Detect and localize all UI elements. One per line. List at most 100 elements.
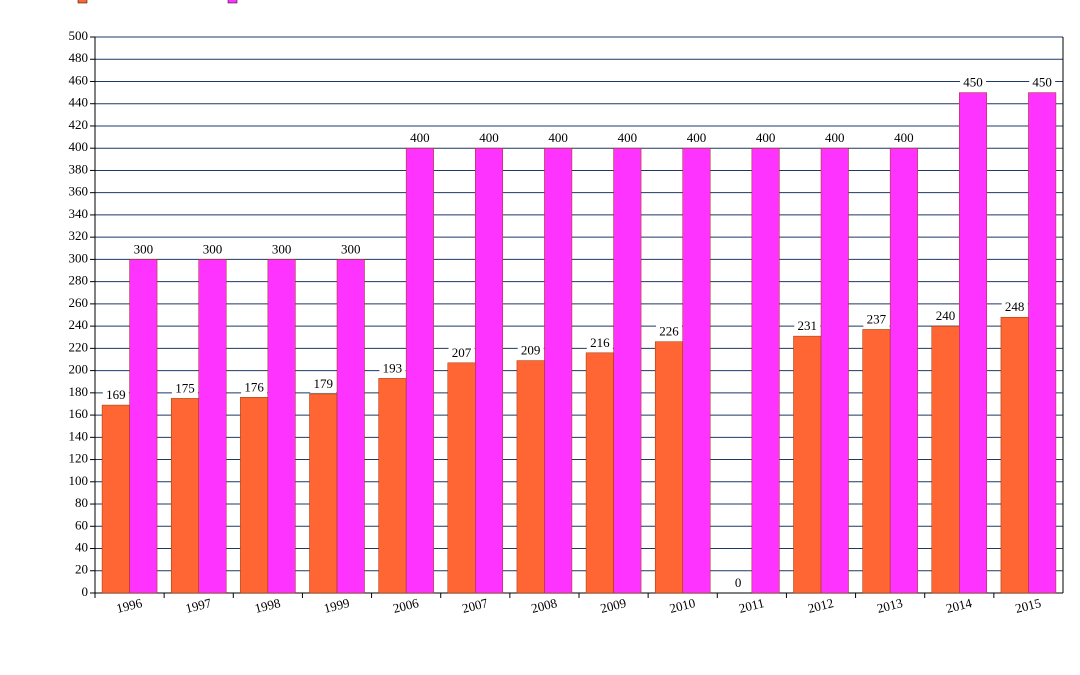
x-tick-label: 1999 — [322, 595, 351, 616]
data-label: 300 — [341, 241, 361, 256]
bar — [516, 360, 545, 594]
bar — [751, 147, 780, 594]
data-label-bg — [932, 309, 959, 326]
y-tick-label: 480 — [69, 50, 89, 65]
data-label: 248 — [1005, 299, 1025, 314]
data-label-bg — [337, 242, 364, 259]
y-tick-label: 260 — [69, 295, 89, 310]
data-label-bg — [655, 324, 682, 341]
data-label: 207 — [452, 345, 472, 360]
bar — [475, 147, 504, 594]
data-label: 400 — [618, 130, 638, 145]
bar — [1000, 316, 1029, 594]
data-label: 400 — [756, 130, 776, 145]
data-label: 300 — [203, 241, 223, 256]
data-label-bg — [725, 576, 752, 592]
data-label-bg — [890, 131, 917, 148]
data-label-bg — [614, 131, 641, 148]
y-tick-label: 160 — [69, 406, 89, 421]
y-tick-label: 0 — [82, 584, 89, 599]
data-label: 300 — [134, 241, 154, 256]
data-label-bg — [268, 242, 295, 259]
data-label-bg — [199, 242, 226, 259]
data-label-bg — [406, 131, 433, 148]
data-label-bg — [102, 388, 129, 405]
data-label-bg — [683, 131, 710, 148]
bar — [129, 259, 158, 594]
data-label: 300 — [272, 241, 292, 256]
data-label-bg — [448, 345, 475, 362]
bar — [544, 147, 573, 594]
legend-label: Maximum — [242, 0, 296, 3]
data-label-bg — [517, 343, 544, 360]
y-tick-label: 420 — [69, 117, 89, 132]
bar — [820, 147, 849, 594]
bar — [862, 329, 891, 594]
data-label: 209 — [521, 343, 541, 358]
y-tick-label: 60 — [75, 517, 88, 532]
x-tick-label: 1998 — [253, 595, 282, 616]
data-label: 237 — [867, 311, 887, 326]
y-tick-label: 80 — [75, 495, 88, 510]
bar — [336, 259, 365, 594]
data-label: 450 — [963, 75, 983, 90]
y-tick-label: 460 — [69, 72, 89, 87]
data-label: 231 — [798, 318, 818, 333]
bar — [378, 378, 407, 594]
y-tick-label: 280 — [69, 273, 89, 288]
legend-label: Points Awarded — [92, 0, 174, 3]
y-tick-label: 40 — [75, 540, 88, 555]
data-label: 193 — [383, 360, 403, 375]
data-label-bg — [960, 75, 987, 92]
x-tick-label: 2014 — [944, 595, 973, 616]
data-label-bg — [1001, 300, 1028, 317]
y-tick-label: 500 — [69, 28, 89, 43]
bar — [682, 147, 711, 594]
data-label: 400 — [479, 130, 499, 145]
y-tick-label: 140 — [69, 428, 89, 443]
y-tick-label: 360 — [69, 184, 89, 199]
data-label-bg — [794, 319, 821, 336]
x-tick-label: 2013 — [875, 595, 904, 616]
legend-swatch — [77, 0, 88, 4]
data-label-bg — [863, 312, 890, 329]
y-tick-label: 100 — [69, 473, 89, 488]
data-label-bg — [545, 131, 572, 148]
data-label: 169 — [106, 387, 126, 402]
bar — [959, 92, 988, 594]
x-tick-label: 2008 — [530, 595, 559, 616]
data-label: 240 — [936, 308, 956, 323]
legend-swatch — [227, 0, 238, 4]
y-tick-label: 440 — [69, 95, 89, 110]
y-tick-label: 340 — [69, 206, 89, 221]
data-label: 175 — [175, 380, 195, 395]
y-tick-label: 400 — [69, 139, 89, 154]
data-label: 176 — [244, 379, 264, 394]
bar — [793, 335, 822, 594]
data-label-bg — [1029, 75, 1056, 92]
bar — [101, 404, 130, 594]
x-tick-label: 1996 — [115, 595, 144, 616]
data-label: 400 — [825, 130, 845, 145]
x-tick-label: 2006 — [391, 595, 420, 616]
x-tick-label: 2012 — [806, 595, 835, 616]
data-label: 216 — [590, 335, 610, 350]
bar — [613, 147, 642, 594]
data-label-bg — [171, 381, 198, 398]
y-tick-label: 240 — [69, 317, 89, 332]
bar — [1028, 92, 1057, 594]
y-tick-label: 320 — [69, 228, 89, 243]
bar — [240, 397, 269, 594]
data-label-bg — [241, 380, 268, 397]
bar — [405, 147, 434, 594]
bar — [447, 362, 476, 594]
y-tick-label: 220 — [69, 339, 89, 354]
bar — [309, 393, 338, 594]
bar — [198, 259, 227, 594]
y-tick-label: 380 — [69, 161, 89, 176]
data-label-bg — [752, 131, 779, 148]
data-label: 0 — [735, 575, 742, 590]
y-tick-label: 120 — [69, 451, 89, 466]
bar — [267, 259, 296, 594]
